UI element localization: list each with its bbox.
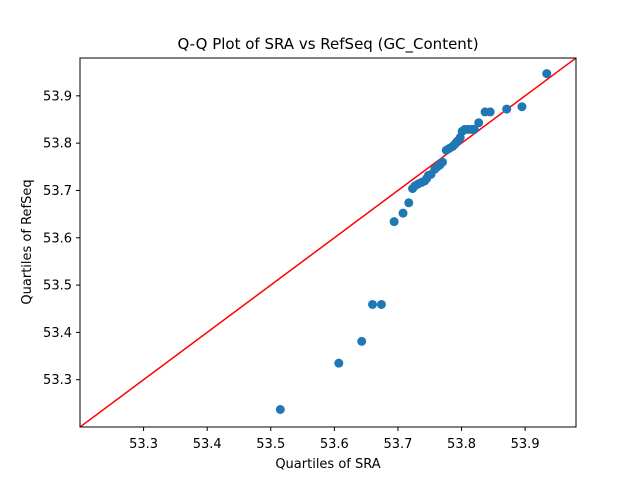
x-tick-label: 53.5	[256, 437, 285, 452]
x-tick-label: 53.6	[320, 437, 349, 452]
x-tick-label: 53.7	[383, 437, 412, 452]
data-point	[485, 107, 495, 117]
x-tick-label: 53.9	[511, 437, 540, 452]
y-axis-ticks: 53.3 53.4 53.5 53.6 53.7 53.8 53.9	[43, 89, 80, 388]
chart-title: Q-Q Plot of SRA vs RefSeq (GC_Content)	[177, 35, 478, 54]
data-point	[542, 69, 552, 79]
data-point	[474, 118, 484, 128]
reference-line	[80, 58, 576, 427]
data-point	[275, 404, 285, 414]
x-axis-ticks: 53.3 53.4 53.5 53.6 53.7 53.8 53.9	[129, 427, 540, 452]
data-points	[275, 69, 552, 414]
y-tick-label: 53.5	[43, 279, 72, 294]
x-tick-label: 53.3	[129, 437, 158, 452]
y-tick-label: 53.8	[43, 137, 72, 152]
data-point	[469, 124, 479, 134]
axes-frame	[79, 57, 577, 428]
data-point	[376, 299, 386, 309]
y-tick-label: 53.9	[43, 89, 72, 104]
y-tick-label: 53.4	[43, 326, 72, 341]
reference-line-group	[80, 58, 576, 427]
data-point	[517, 102, 527, 112]
y-axis-label: Quartiles of RefSeq	[20, 179, 35, 304]
x-tick-label: 53.8	[447, 437, 476, 452]
data-point	[437, 157, 447, 167]
y-tick-label: 53.6	[43, 231, 72, 246]
data-point	[368, 299, 378, 309]
data-point	[398, 208, 408, 218]
data-point	[404, 198, 414, 208]
x-tick-label: 53.4	[193, 437, 222, 452]
y-tick-label: 53.7	[43, 184, 72, 199]
data-point	[334, 358, 344, 368]
x-axis-label: Quartiles of SRA	[275, 457, 380, 472]
data-point	[357, 336, 367, 346]
y-tick-label: 53.3	[43, 373, 72, 388]
data-point	[502, 104, 512, 114]
data-point	[389, 217, 399, 227]
